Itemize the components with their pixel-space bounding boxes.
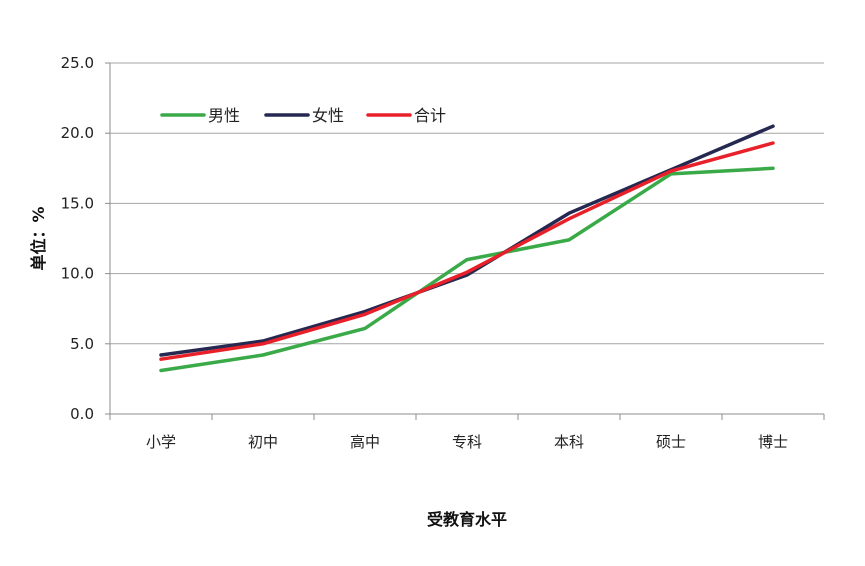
y-tick-label: 5.0 — [70, 335, 94, 353]
legend-label: 男性 — [208, 106, 240, 125]
y-tick-label: 25.0 — [61, 54, 94, 72]
y-tick-label: 15.0 — [61, 194, 94, 212]
legend-label: 女性 — [312, 106, 344, 125]
x-tick-label: 博士 — [758, 433, 788, 451]
axes — [109, 63, 824, 415]
y-tick-label: 20.0 — [61, 124, 94, 142]
y-tick-label: 0.0 — [70, 405, 94, 423]
legend: 男性 女性 合计 — [160, 106, 446, 125]
x-tick-label: 小学 — [146, 433, 176, 451]
x-tick-label: 硕士 — [656, 433, 686, 451]
gridlines — [110, 62, 824, 345]
x-axis-title: 受教育水平 — [427, 510, 507, 529]
series-line-1 — [159, 124, 775, 357]
y-axis-title: 单位：% — [29, 206, 48, 270]
x-tick-marks — [105, 62, 825, 420]
y-tick-label: 10.0 — [61, 265, 94, 283]
x-tick-labels: 小学 初中 高中 专科 本科 硕士 博士 — [146, 433, 788, 451]
series-line-2 — [159, 141, 775, 361]
x-tick-label: 高中 — [350, 433, 380, 451]
y-tick-labels: 0.0 5.0 10.0 15.0 20.0 25.0 — [61, 54, 94, 423]
legend-label: 合计 — [414, 106, 446, 125]
x-tick-label: 初中 — [248, 433, 278, 451]
x-tick-label: 本科 — [554, 433, 584, 451]
series-line-0 — [159, 166, 775, 373]
series-lines — [159, 124, 775, 373]
x-tick-label: 专科 — [452, 433, 482, 451]
